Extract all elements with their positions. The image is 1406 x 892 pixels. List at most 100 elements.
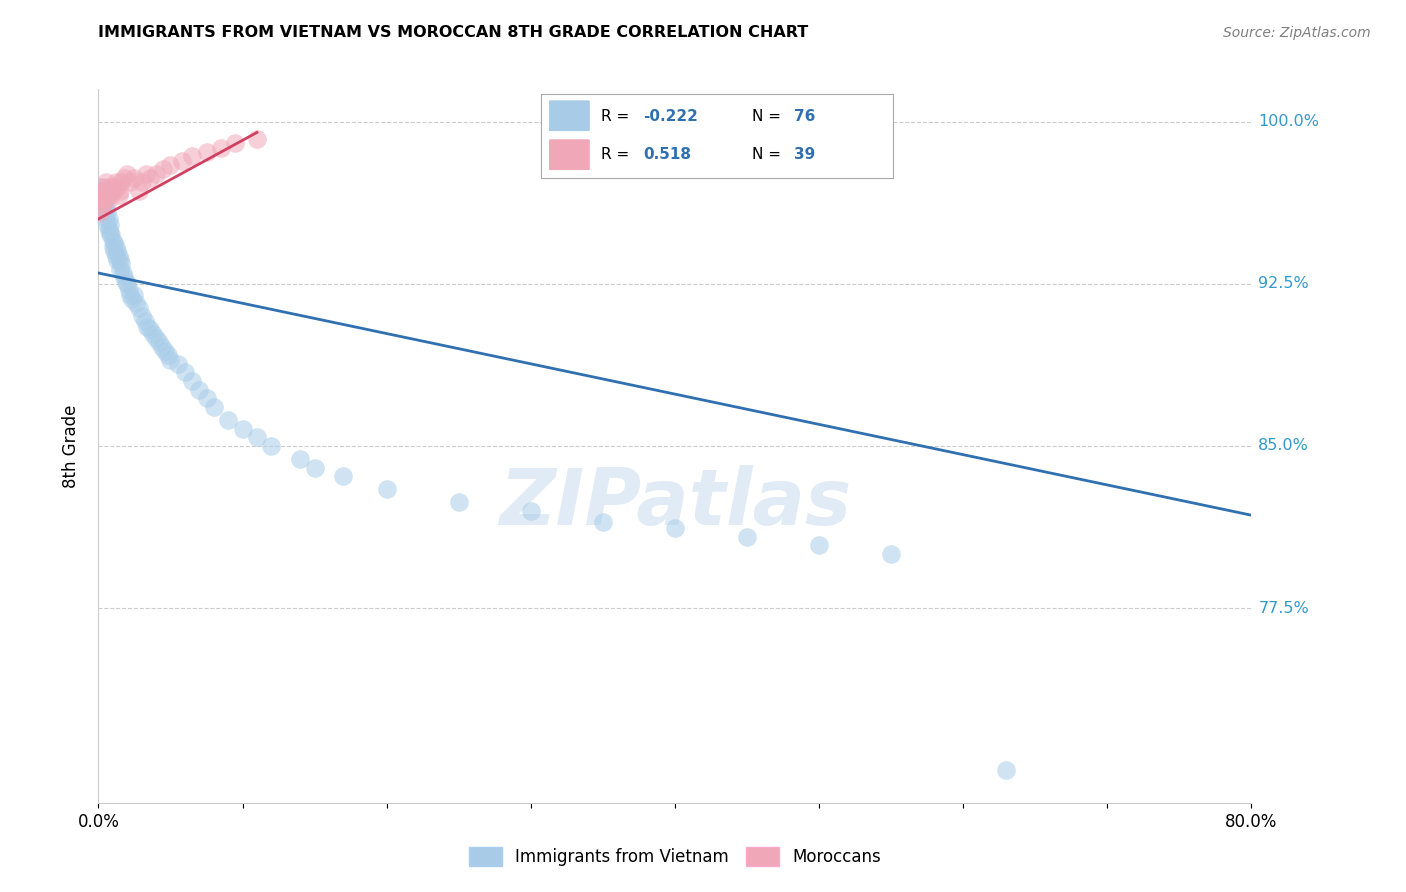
Text: N =: N =	[752, 109, 786, 124]
Point	[91, 205, 114, 219]
Point	[592, 515, 614, 529]
Point	[91, 184, 114, 198]
Point	[174, 366, 197, 380]
Point	[188, 383, 211, 397]
Point	[89, 205, 111, 219]
Point	[110, 175, 132, 189]
Point	[304, 460, 326, 475]
Point	[108, 261, 131, 276]
Point	[89, 193, 111, 207]
Point	[290, 452, 312, 467]
Point	[100, 227, 122, 241]
Point	[103, 235, 125, 250]
Text: R =: R =	[602, 147, 640, 162]
Point	[170, 153, 193, 168]
Point	[94, 201, 117, 215]
Point	[91, 196, 114, 211]
Point	[110, 257, 132, 271]
Point	[104, 249, 127, 263]
Point	[231, 422, 254, 436]
Point	[107, 188, 129, 202]
Point	[107, 249, 129, 263]
Text: IMMIGRANTS FROM VIETNAM VS MOROCCAN 8TH GRADE CORRELATION CHART: IMMIGRANTS FROM VIETNAM VS MOROCCAN 8TH …	[98, 25, 808, 40]
Point	[94, 175, 117, 189]
Point	[202, 400, 225, 414]
Text: Source: ZipAtlas.com: Source: ZipAtlas.com	[1223, 26, 1371, 40]
Point	[96, 184, 118, 198]
FancyBboxPatch shape	[548, 138, 591, 170]
Point	[105, 244, 128, 259]
Point	[136, 320, 159, 334]
Point	[111, 266, 134, 280]
Point	[224, 136, 246, 151]
Point	[94, 188, 117, 202]
Point	[90, 201, 112, 215]
Point	[91, 188, 114, 202]
Point	[100, 184, 122, 198]
Point	[93, 179, 115, 194]
Point	[134, 313, 156, 327]
Y-axis label: 8th Grade: 8th Grade	[62, 404, 80, 488]
Point	[97, 211, 120, 226]
Point	[108, 253, 131, 268]
Point	[166, 357, 188, 371]
Point	[156, 348, 179, 362]
Point	[101, 179, 124, 194]
Point	[112, 270, 135, 285]
Point	[260, 439, 283, 453]
Point	[209, 140, 232, 154]
Point	[128, 184, 150, 198]
Point	[93, 205, 115, 219]
Point	[89, 190, 111, 204]
Point	[90, 201, 112, 215]
Point	[98, 188, 121, 202]
Point	[97, 193, 120, 207]
Point	[995, 764, 1018, 778]
Point	[150, 339, 173, 353]
Point	[91, 196, 114, 211]
Point	[447, 495, 470, 509]
Point	[195, 392, 218, 406]
Point	[105, 179, 128, 194]
Point	[195, 145, 218, 159]
Point	[112, 170, 135, 185]
Point	[118, 283, 141, 297]
Point	[246, 132, 269, 146]
Text: 92.5%: 92.5%	[1258, 277, 1309, 292]
Point	[152, 162, 174, 177]
Point	[94, 211, 117, 226]
Point	[124, 287, 146, 301]
Point	[520, 504, 543, 518]
Point	[131, 175, 153, 189]
Point	[246, 430, 269, 444]
Point	[159, 158, 181, 172]
Point	[217, 413, 239, 427]
Point	[103, 184, 125, 198]
Point	[97, 223, 120, 237]
Point	[104, 175, 127, 189]
Point	[90, 184, 112, 198]
Point	[103, 244, 125, 259]
Point	[117, 277, 138, 291]
Point	[98, 219, 121, 233]
Point	[90, 190, 112, 204]
Point	[108, 184, 131, 198]
Point	[105, 253, 128, 268]
Point	[101, 240, 124, 254]
Point	[120, 175, 142, 189]
Point	[145, 331, 167, 345]
Text: 0.518: 0.518	[644, 147, 692, 162]
Point	[135, 167, 157, 181]
Point	[332, 469, 354, 483]
Point	[90, 196, 112, 211]
Text: 76: 76	[794, 109, 815, 124]
Text: R =: R =	[602, 109, 634, 124]
Text: ZIPatlas: ZIPatlas	[499, 465, 851, 541]
Point	[880, 547, 903, 561]
Point	[153, 343, 176, 358]
Point	[142, 326, 165, 341]
FancyBboxPatch shape	[548, 100, 591, 132]
Point	[97, 179, 120, 194]
Point	[96, 205, 118, 219]
Text: -0.222: -0.222	[644, 109, 699, 124]
